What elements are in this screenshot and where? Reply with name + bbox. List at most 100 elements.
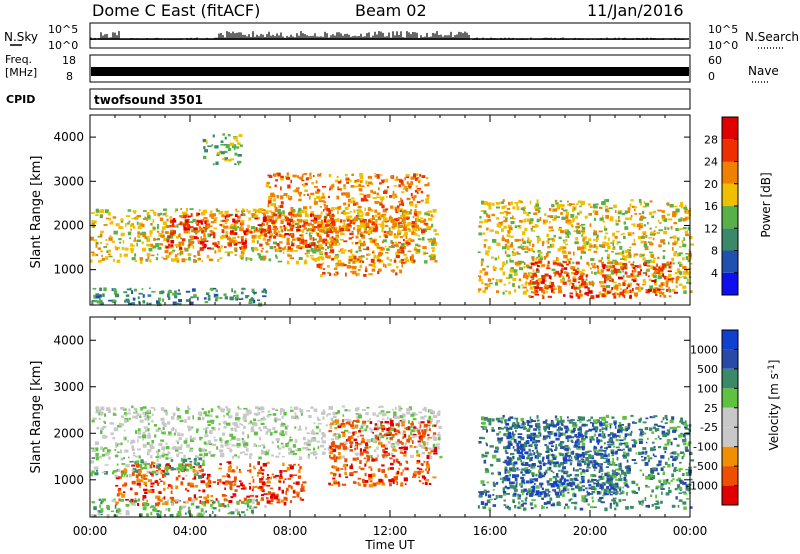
power-cell-r2 <box>354 216 358 220</box>
power-cell-r4 <box>559 246 564 250</box>
velocity-cell-r0 <box>410 431 412 436</box>
power-cell-r4 <box>679 228 684 230</box>
velocity-cell-r2 <box>430 450 434 453</box>
velocity-cell-r0 <box>378 426 381 430</box>
power-cell-r0 <box>122 240 125 244</box>
power-cell-r1 <box>203 226 206 229</box>
power-cell-r4 <box>551 237 554 241</box>
power-cell-r6 <box>99 298 102 301</box>
power-cell-r0 <box>434 260 438 263</box>
power-cell-r3 <box>384 224 389 227</box>
power-cell-r4 <box>673 251 677 255</box>
power-cell-r5 <box>532 273 537 277</box>
power-cell-r4 <box>599 244 603 248</box>
power-cell-r5 <box>559 263 563 267</box>
power-cell-r4 <box>631 264 636 269</box>
velocity-cell-r0 <box>159 455 162 459</box>
power-cell-r3 <box>335 271 339 275</box>
power-cell-r2 <box>333 228 338 233</box>
power-cell-r0 <box>247 257 251 260</box>
power-cell-r2 <box>321 196 326 199</box>
power-cell-r2 <box>283 193 288 196</box>
power-cell-r0 <box>174 208 177 213</box>
power-cell-r4 <box>499 212 504 214</box>
velocity-cell-r0 <box>142 411 145 415</box>
velocity-cell-r0 <box>132 452 136 454</box>
velocity-cell-r1 <box>258 480 263 483</box>
velocity-cell-r1 <box>246 495 251 498</box>
power-cell-r0 <box>145 237 148 240</box>
velocity-cell-r1 <box>170 490 173 495</box>
power-cell-r0 <box>100 250 103 253</box>
power-cell-r1 <box>266 239 271 241</box>
power-cell-r2 <box>408 228 410 230</box>
power-cell-r7 <box>234 163 237 165</box>
velocity-cell-r0 <box>415 434 418 436</box>
power-cell-r4 <box>628 251 631 256</box>
power-cell-r2 <box>353 222 355 225</box>
power-cell-r4 <box>546 284 551 289</box>
velocity-cell-r2 <box>418 476 420 479</box>
power-cell-r2 <box>366 184 370 187</box>
power-cell-r5 <box>636 283 639 286</box>
power-cell-r2 <box>290 214 293 218</box>
velocity-cell-r0 <box>177 442 179 445</box>
power-cell-r4 <box>642 205 647 208</box>
velocity-cell-r0 <box>208 414 213 418</box>
power-cell-r7 <box>222 158 225 160</box>
power-cell-r0 <box>312 226 316 230</box>
velocity-cell-r0 <box>266 414 270 418</box>
power-cell-r6 <box>204 301 209 304</box>
power-cell-r4 <box>530 248 534 251</box>
power-cell-r3 <box>389 259 392 262</box>
power-cell-r1 <box>301 224 306 227</box>
power-cell-r3 <box>370 237 373 241</box>
velocity-cell-r0 <box>307 439 309 443</box>
power-cell-r4 <box>576 231 581 235</box>
power-cell-r4 <box>683 206 688 210</box>
power-cell-r2 <box>399 209 402 213</box>
velocity-cell-r0 <box>243 445 248 448</box>
power-cell-r4 <box>568 203 572 207</box>
power-cell-r0 <box>235 208 238 211</box>
power-cell-r5 <box>614 261 619 265</box>
velocity-cell-r1 <box>228 500 233 504</box>
velocity-cell-r0 <box>356 435 360 438</box>
power-cell-r0 <box>90 236 94 241</box>
power-cell-r3 <box>349 219 352 224</box>
velocity-cell-r0 <box>211 426 214 430</box>
power-cell-r4 <box>565 211 569 216</box>
power-cell-r4 <box>672 262 675 265</box>
power-cell-r0 <box>167 256 170 259</box>
velocity-cell-r1 <box>301 487 305 491</box>
power-cell-r0 <box>104 245 107 248</box>
power-cell-r7 <box>235 140 239 142</box>
power-cell-r4 <box>652 237 655 241</box>
power-cell-r0 <box>120 219 124 223</box>
velocity-cell-r2 <box>332 477 336 480</box>
power-cell-r0 <box>224 210 229 214</box>
power-cell-r3 <box>414 222 418 225</box>
velocity-cell-r1 <box>187 489 190 492</box>
power-cell-r0 <box>251 247 254 251</box>
power-cell-r6 <box>248 301 253 304</box>
power-cell-r4 <box>685 216 691 220</box>
velocity-cell-r0 <box>108 453 111 455</box>
power-cell-r4 <box>520 200 523 203</box>
velocity-cell-r0 <box>343 419 348 421</box>
velocity-cell-r0 <box>431 424 436 427</box>
velocity-cell-r2 <box>360 440 365 444</box>
power-cell-r1 <box>262 228 267 233</box>
power-cell-r0 <box>284 248 287 250</box>
power-cell-r2 <box>379 196 385 201</box>
power-cell-r3 <box>330 246 333 249</box>
power-cell-r0 <box>250 226 256 230</box>
power-cell-r6 <box>168 289 172 293</box>
power-cell-r2 <box>357 206 362 209</box>
power-cell-r7 <box>238 142 241 146</box>
velocity-cell-r2 <box>369 476 373 480</box>
power-cell-r5 <box>566 273 569 277</box>
velocity-cell-r0 <box>147 428 150 432</box>
power-cell-r4 <box>516 206 520 211</box>
velocity-cell-r1 <box>146 499 149 503</box>
